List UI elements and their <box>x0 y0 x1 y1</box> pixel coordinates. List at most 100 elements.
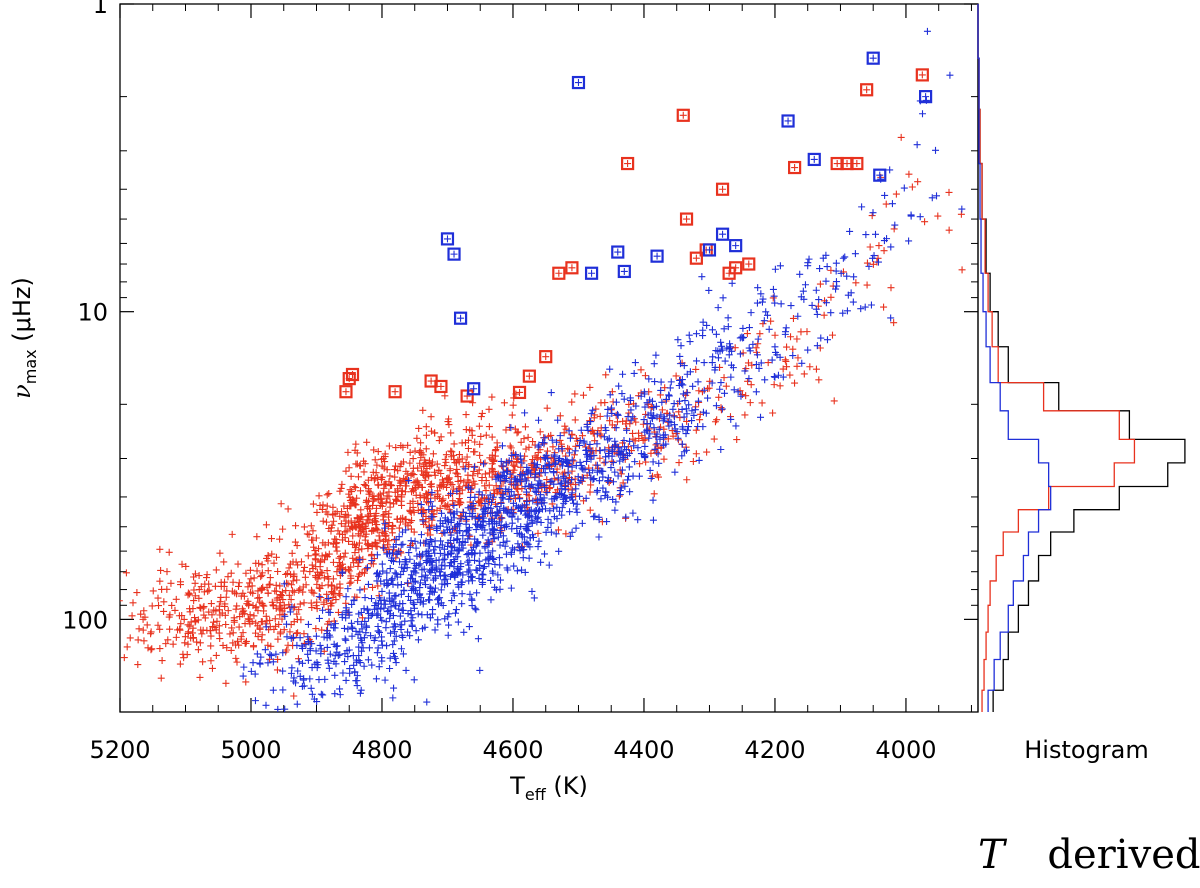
data-point <box>718 405 726 413</box>
data-point <box>348 488 356 496</box>
data-point <box>464 558 472 566</box>
data-point <box>300 563 308 571</box>
data-point <box>523 539 531 547</box>
data-point <box>658 406 666 414</box>
data-point <box>667 378 675 386</box>
data-point <box>505 495 513 503</box>
data-point <box>677 380 685 388</box>
data-point <box>296 585 304 593</box>
data-point <box>683 426 691 434</box>
data-point <box>263 617 271 625</box>
data-point <box>435 600 443 608</box>
data-point <box>212 566 220 574</box>
data-point <box>469 543 477 551</box>
data-point <box>794 354 802 362</box>
data-point <box>368 527 376 535</box>
data-point <box>191 579 199 587</box>
data-point <box>815 296 823 304</box>
data-point <box>880 237 888 245</box>
data-point <box>234 560 242 568</box>
data-point <box>296 634 304 642</box>
data-point <box>545 460 553 468</box>
data-point <box>333 642 341 650</box>
data-point <box>756 330 764 338</box>
data-point <box>517 523 525 531</box>
data-point <box>317 593 325 601</box>
data-point <box>480 460 488 468</box>
data-point <box>752 360 760 368</box>
data-point <box>404 441 412 449</box>
data-point <box>486 529 494 537</box>
data-point <box>683 215 691 223</box>
data-point <box>646 430 654 438</box>
data-point <box>280 626 288 634</box>
data-point <box>194 646 202 654</box>
data-point <box>120 654 128 662</box>
data-point <box>348 600 356 608</box>
data-point <box>504 509 512 517</box>
data-point <box>439 495 447 503</box>
data-point <box>312 632 320 640</box>
data-point <box>717 404 725 412</box>
data-point <box>346 665 354 673</box>
highlight-square <box>702 243 717 257</box>
data-point <box>397 645 405 653</box>
data-point <box>468 482 476 490</box>
data-point <box>367 632 375 640</box>
data-point <box>745 375 753 383</box>
data-point <box>230 618 238 626</box>
data-point <box>269 601 277 609</box>
data-point <box>183 651 191 659</box>
data-point <box>586 440 594 448</box>
data-point <box>229 629 237 637</box>
data-point <box>822 277 830 285</box>
data-point <box>507 424 515 432</box>
data-points <box>120 27 966 712</box>
data-point <box>166 625 174 633</box>
data-point <box>137 610 145 618</box>
data-point <box>392 632 400 640</box>
data-point <box>298 642 306 650</box>
highlight-square <box>512 385 527 400</box>
data-point <box>553 438 561 446</box>
data-point <box>398 528 406 536</box>
highlight-square <box>453 311 468 325</box>
data-point <box>274 567 282 575</box>
data-point <box>380 596 388 604</box>
data-point <box>492 512 500 520</box>
data-point <box>668 427 676 435</box>
data-point <box>553 494 561 502</box>
data-point <box>580 439 588 447</box>
data-point <box>602 371 610 379</box>
data-point <box>314 661 322 669</box>
data-point <box>542 488 550 496</box>
data-point <box>344 585 352 593</box>
data-point <box>405 477 413 485</box>
data-point <box>266 580 274 588</box>
data-point <box>678 452 686 460</box>
data-point <box>200 603 208 611</box>
data-point <box>417 449 425 457</box>
hist-series-2 <box>977 4 1052 712</box>
data-point <box>386 665 394 673</box>
data-point <box>641 403 649 411</box>
data-point <box>134 636 142 644</box>
data-point <box>391 623 399 631</box>
data-point <box>213 617 221 625</box>
data-point <box>210 618 218 626</box>
data-point <box>353 514 361 522</box>
data-point <box>306 568 314 576</box>
data-point <box>383 642 391 650</box>
data-point <box>704 394 712 402</box>
data-point <box>331 671 339 679</box>
data-point <box>450 250 458 258</box>
data-point <box>619 450 627 458</box>
data-point <box>727 361 735 369</box>
data-point <box>228 530 236 538</box>
data-point <box>390 637 398 645</box>
data-point <box>506 478 514 486</box>
data-point <box>784 117 792 125</box>
data-point <box>281 612 289 620</box>
highlight-square <box>781 114 795 128</box>
